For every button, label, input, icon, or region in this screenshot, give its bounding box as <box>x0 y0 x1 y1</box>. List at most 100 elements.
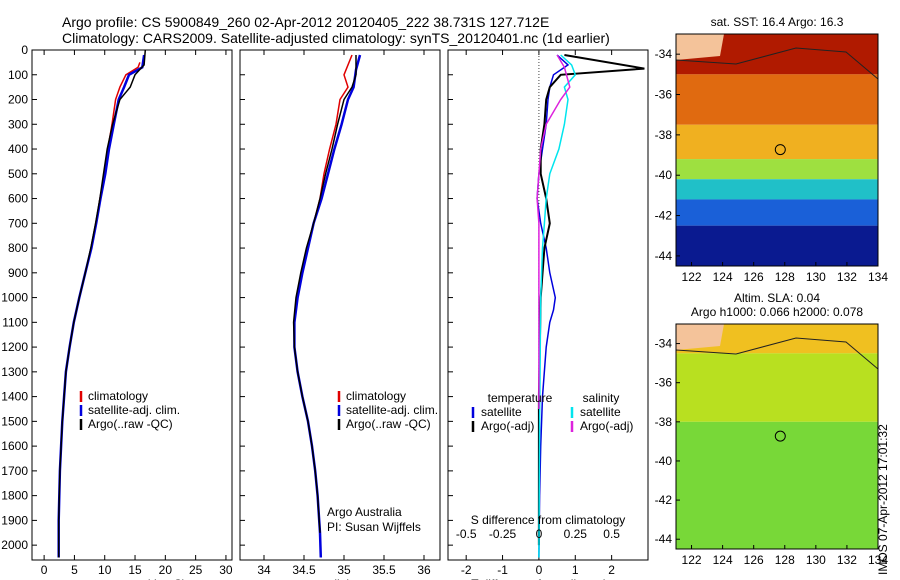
x-tick-label: 20 <box>159 563 173 577</box>
legend-label: Argo(-adj) <box>580 419 633 433</box>
map-lat-label: -44 <box>655 532 673 546</box>
legend-label: satellite-adj. clim. <box>88 403 180 417</box>
x-tick-label: 30 <box>219 563 233 577</box>
x-tick-label: -2 <box>461 563 472 577</box>
map-lat-label: -42 <box>655 493 673 507</box>
y-tick-label: 1400 <box>1 390 28 404</box>
x-axis-label: temperature (deg C) <box>78 577 186 580</box>
map-lon-label: 128 <box>775 553 795 567</box>
map-lon-label: 128 <box>775 270 795 284</box>
land-patch <box>676 34 724 60</box>
salinity-tick-label: 0 <box>536 527 543 541</box>
legend-label: satellite-adj. clim. <box>346 403 438 417</box>
map-lon-label: 126 <box>744 553 764 567</box>
legend-label: satellite <box>580 405 621 419</box>
map-lon-label: 134 <box>868 270 888 284</box>
x-tick-label: -1 <box>497 563 508 577</box>
x-tick-label: 0 <box>536 563 543 577</box>
legend-label: Argo(..raw -QC) <box>88 417 173 431</box>
x-tick-label: 35 <box>337 563 351 577</box>
y-tick-label: 1100 <box>2 315 28 329</box>
map-band-0-1 <box>676 74 878 125</box>
map-title: Altim. SLA: 0.04 <box>734 291 820 305</box>
legend-label: Argo(-adj) <box>481 419 534 433</box>
map-lon-label: 130 <box>806 553 826 567</box>
map-band-1-1 <box>676 353 878 422</box>
map-lon-label: 124 <box>713 270 733 284</box>
map-lat-label: -36 <box>655 88 673 102</box>
x-tick-label: 1 <box>572 563 579 577</box>
map-lon-label: 124 <box>713 553 733 567</box>
y-tick-label: 1200 <box>1 340 28 354</box>
legend-label: climatology <box>88 389 148 403</box>
land-patch <box>676 324 724 350</box>
legend-label: satellite <box>481 405 522 419</box>
map-lat-label: -34 <box>655 47 673 61</box>
salinity-tick-label: -0.5 <box>456 527 477 541</box>
x-axis-label: T difference from climatology <box>471 577 625 580</box>
y-tick-label: 600 <box>8 192 28 206</box>
map-lat-label: -44 <box>655 249 673 263</box>
legend-label: Argo(..raw -QC) <box>346 417 431 431</box>
y-tick-label: 500 <box>8 167 28 181</box>
temperature-series-2 <box>57 49 147 558</box>
x-tick-label: 25 <box>189 563 203 577</box>
map-lat-label: -40 <box>655 168 673 182</box>
salinity-tick-label: -0.25 <box>489 527 517 541</box>
legend-header-salinity: salinity <box>583 391 620 405</box>
map-band-0-5 <box>676 199 878 226</box>
difference-series-3 <box>536 54 571 409</box>
y-tick-label: 1800 <box>1 489 28 503</box>
y-tick-label: 200 <box>8 93 28 107</box>
salinity-series-2 <box>292 55 357 533</box>
map-lat-label: -38 <box>655 128 673 142</box>
map-lat-label: -38 <box>655 415 673 429</box>
map-lon-label: 122 <box>682 270 702 284</box>
map-lon-label: 126 <box>744 270 764 284</box>
plot-frame-0 <box>31 49 233 561</box>
map-lon-label: 134 <box>868 553 888 567</box>
map-lat-label: -36 <box>655 376 673 390</box>
y-tick-label: 100 <box>8 68 28 82</box>
map-subtitle: Argo h1000: 0.066 h2000: 0.078 <box>691 305 863 319</box>
y-tick-label: 400 <box>8 142 28 156</box>
x-tick-label: 0 <box>41 563 48 577</box>
map-frame-1 <box>675 323 879 550</box>
x-tick-label: 10 <box>98 563 112 577</box>
y-tick-label: 700 <box>8 216 28 230</box>
annotation-argo-australia: Argo Australia <box>327 505 402 519</box>
x-tick-label: 5 <box>71 563 78 577</box>
map-band-0-4 <box>676 179 878 200</box>
annotation-pi: PI: Susan Wijffels <box>327 520 421 534</box>
argo-position-marker <box>774 144 786 156</box>
coastline-contour <box>675 337 879 370</box>
y-tick-label: 900 <box>8 266 28 280</box>
map-lat-label: -42 <box>655 209 673 223</box>
x-tick-label: 35.5 <box>372 563 396 577</box>
map-title: sat. SST: 16.4 Argo: 16.3 <box>711 15 844 29</box>
y-tick-label: 0 <box>21 43 28 57</box>
y-tick-label: 1900 <box>1 513 28 527</box>
temperature-series-0 <box>57 62 141 558</box>
map-band-1-2 <box>676 421 878 549</box>
plot-frame-1 <box>239 49 441 561</box>
x-tick-label: 34 <box>257 563 271 577</box>
y-tick-label: 800 <box>8 241 28 255</box>
climatology-subtitle: Climatology: CARS2009. Satellite-adjuste… <box>62 30 610 46</box>
x-tick-label: 34.5 <box>292 563 316 577</box>
map-band-0-3 <box>676 159 878 180</box>
x-tick-label: 36 <box>417 563 431 577</box>
y-tick-label: 2000 <box>1 538 28 552</box>
profile-title: Argo profile: CS 5900849_260 02-Apr-2012… <box>62 14 550 30</box>
map-lon-label: 122 <box>682 553 702 567</box>
plot-frame-2 <box>447 49 649 561</box>
map-lon-label: 130 <box>806 270 826 284</box>
argo-position-marker <box>774 430 786 442</box>
salinity-axis-label: S difference from climatology <box>471 513 626 527</box>
salinity-tick-label: 0.25 <box>564 527 588 541</box>
coastline-contour <box>675 47 879 80</box>
map-lon-label: 132 <box>837 553 857 567</box>
x-tick-label: 15 <box>128 563 142 577</box>
y-tick-label: 1300 <box>1 365 28 379</box>
